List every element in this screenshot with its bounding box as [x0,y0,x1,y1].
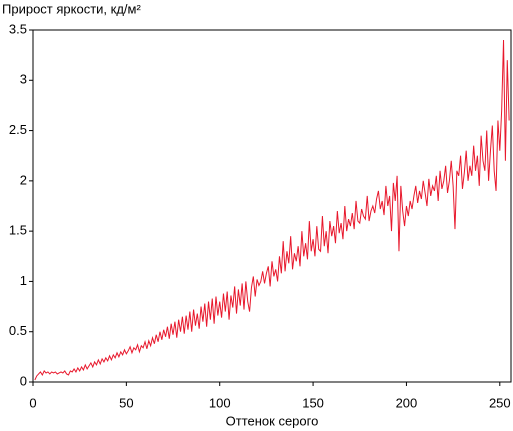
y-tick-label: 3.5 [9,21,27,36]
data-line [34,40,510,381]
x-tick-label: 50 [119,395,133,410]
x-tick-label: 150 [302,395,324,410]
y-tick-label: 1.5 [9,223,27,238]
chart-title: Прирост яркости, кд/м² [2,1,141,16]
y-tick-label: 1 [20,273,27,288]
x-tick-label: 200 [396,395,418,410]
y-tick-label: 0.5 [9,323,27,338]
x-tick-label: 0 [29,395,36,410]
y-tick-label: 2.5 [9,122,27,137]
y-tick-label: 0 [20,373,27,388]
y-tick-label: 3 [20,72,27,87]
y-tick-label: 2 [20,172,27,187]
x-axis-title: Оттенок серого [226,413,319,428]
plot-frame [32,29,512,383]
x-tick-label: 250 [489,395,511,410]
x-tick-label: 100 [209,395,231,410]
